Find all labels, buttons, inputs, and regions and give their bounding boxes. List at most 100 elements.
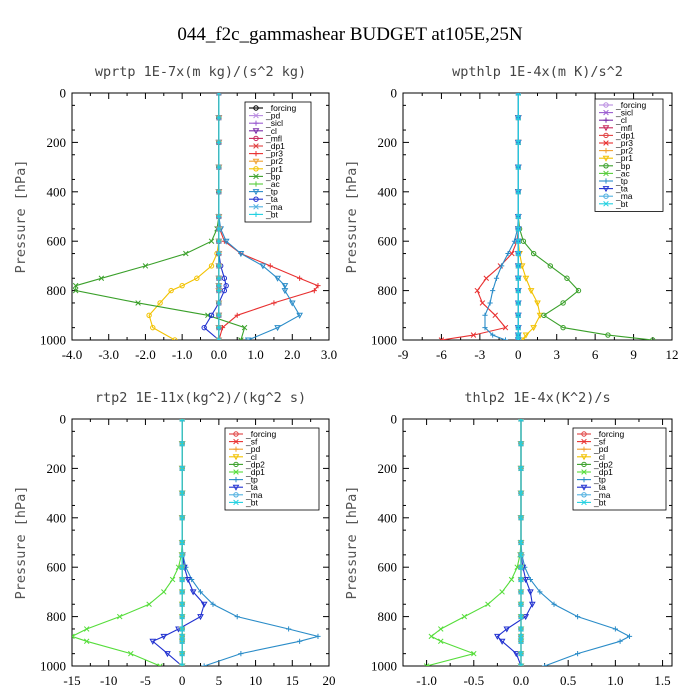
legend-marker — [581, 446, 587, 452]
legend-label: _forcing — [615, 100, 647, 110]
data-point — [221, 275, 228, 281]
data-point — [274, 275, 281, 282]
data-point — [72, 282, 79, 289]
data-point — [499, 589, 505, 595]
data-point — [508, 576, 515, 583]
legend-marker — [253, 135, 259, 142]
legend-label: _bt — [593, 497, 606, 507]
data-point — [238, 651, 244, 657]
y-tick-label: 800 — [378, 283, 398, 298]
data-point — [518, 589, 524, 595]
legend-marker — [581, 477, 587, 483]
legend-marker — [233, 469, 239, 475]
legend: _forcing_sf_pd_cl_dp2_dp1_tp_ta_ma_bt — [572, 427, 667, 511]
data-point — [179, 576, 185, 583]
data-point — [515, 312, 522, 319]
data-point — [518, 650, 524, 657]
y-tick-label: 400 — [47, 510, 67, 525]
data-point — [515, 114, 522, 121]
legend-label: _pd — [593, 444, 608, 454]
data-point — [518, 663, 524, 666]
data-point — [515, 337, 522, 340]
data-point — [522, 614, 530, 621]
data-point — [72, 287, 79, 294]
y-tick-label: 0 — [391, 86, 398, 101]
data-point — [179, 419, 185, 422]
data-point — [216, 164, 222, 170]
data-point — [160, 633, 168, 640]
series-line-ta — [496, 419, 533, 666]
legend-label: _ac — [265, 179, 280, 189]
data-point — [146, 601, 152, 608]
legend-marker — [253, 120, 259, 126]
legend-marker — [253, 112, 259, 119]
data-point — [216, 93, 222, 96]
data-point — [216, 312, 222, 318]
legend-label: _forcing — [593, 429, 625, 439]
x-tick-label: 0.0 — [513, 673, 529, 688]
data-point — [509, 250, 515, 257]
data-point — [142, 263, 149, 269]
legend-marker — [603, 170, 609, 177]
data-point — [515, 300, 522, 306]
data-point — [518, 564, 524, 570]
y-tick-label: 200 — [47, 461, 67, 476]
legend-label: _tp — [593, 475, 606, 485]
x-tick-label: 12 — [666, 347, 679, 362]
y-tick-label: 600 — [47, 560, 67, 575]
data-point — [515, 139, 522, 146]
data-point — [179, 601, 185, 608]
y-tick-label: 800 — [47, 283, 67, 298]
legend-marker — [580, 484, 588, 491]
x-tick-label: 0.0 — [211, 347, 227, 362]
data-point — [482, 325, 488, 331]
data-point — [259, 263, 267, 270]
legend-label: _forcing — [265, 103, 297, 113]
legend-marker — [233, 492, 239, 498]
data-point — [127, 650, 134, 657]
data-point — [201, 324, 207, 331]
x-tick-label: -1.0 — [416, 673, 437, 688]
data-point — [208, 263, 215, 269]
data-point — [518, 419, 524, 422]
data-point — [520, 238, 527, 244]
panel-4: thlp2 1E-4x(K^2)/s Pressure [hPa] 0 200 400 6… — [344, 390, 673, 688]
data-point — [527, 589, 534, 596]
data-point — [494, 633, 501, 640]
data-point — [515, 164, 522, 170]
legend-marker — [603, 109, 609, 116]
series-line-pr1 — [148, 93, 220, 340]
data-point — [575, 651, 581, 657]
data-point — [518, 633, 524, 640]
data-point — [222, 238, 230, 245]
x-tick-label: -2.0 — [135, 347, 156, 362]
y-axis-label: Pressure [hPa] — [344, 160, 360, 274]
data-point — [518, 440, 524, 447]
data-point — [179, 589, 185, 595]
x-tick-label: -6 — [436, 347, 447, 362]
y-axis-label: Pressure [hPa] — [344, 486, 360, 600]
legend-label: _sf — [593, 437, 606, 447]
data-point — [237, 251, 245, 258]
data-point — [179, 515, 185, 521]
legend-label: _dp2 — [245, 459, 265, 469]
legend-marker — [253, 181, 259, 187]
series-line-pr1 — [517, 93, 541, 340]
data-point — [518, 337, 526, 340]
data-point — [541, 312, 547, 318]
data-point — [234, 614, 240, 620]
panel-2: wpthlp 1E-4x(m K)/s^2 Pressure [hPa] 0 200 4… — [344, 64, 679, 362]
y-tick-label: 400 — [378, 184, 398, 199]
data-point — [575, 287, 582, 294]
legend-label: _tp — [265, 187, 278, 197]
data-point — [157, 300, 163, 306]
data-point — [216, 238, 222, 244]
legend-marker — [603, 193, 609, 199]
data-point — [527, 288, 535, 295]
legend-label: _ma — [593, 490, 611, 500]
panel-title: wpthlp 1E-4x(m K)/s^2 — [452, 64, 623, 80]
x-tick-label: 3.0 — [321, 347, 337, 362]
y-tick-label: 1000 — [40, 659, 66, 674]
panel-title: wprtp 1E-7x(m kg)/(s^2 kg) — [95, 64, 306, 80]
